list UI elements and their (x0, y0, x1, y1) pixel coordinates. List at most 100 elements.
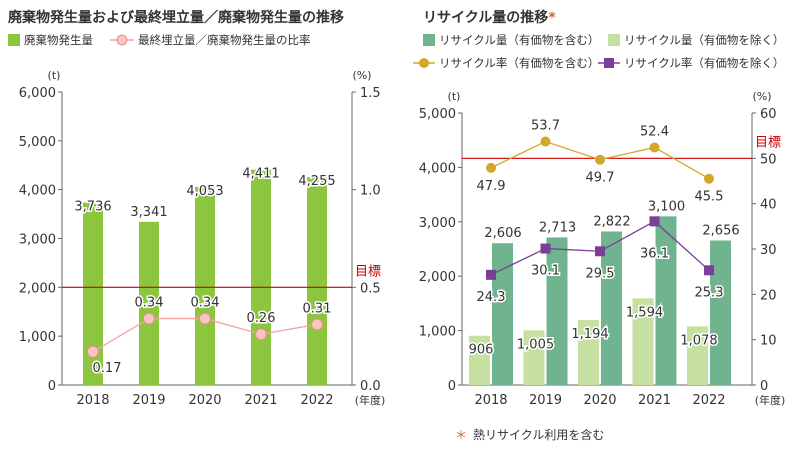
right-y-tick-label: 0 (448, 379, 456, 394)
right-chart-title-text: リサイクル量の推移 (423, 10, 549, 26)
right-bar (546, 237, 568, 385)
right-legend-rate-excl: リサイクル率（有価物を除く） (598, 55, 784, 71)
legend-label-incl: リサイクル量（有価物を含む） (439, 33, 600, 47)
left-y2-tick-label: 1.5 (360, 86, 381, 101)
right-legend-excl: リサイクル量（有価物を除く） (608, 32, 784, 48)
left-bar (251, 169, 271, 385)
left-line-point (311, 318, 323, 331)
right-bar (523, 330, 545, 385)
right-y2-tick-label: 60 (760, 107, 777, 122)
left-line-point (199, 312, 211, 325)
left-x-tick-label: 2019 (132, 393, 165, 408)
right-x-tick-label: 2021 (638, 393, 671, 408)
left-bar (139, 221, 159, 385)
right-x-tick-label: 2018 (474, 393, 507, 408)
right-y2-unit: (%) (752, 90, 771, 103)
left-bar (195, 187, 215, 385)
right-y2-tick-label: 20 (760, 288, 777, 303)
right-y2-tick-label: 50 (760, 152, 777, 167)
legend-label-waste: 廃棄物発生量 (24, 33, 93, 47)
left-y-tick-label: 6,000 (19, 86, 56, 101)
left-chart-title: 廃棄物発生量および最終埋立量／廃棄物発生量の推移 (8, 10, 344, 26)
left-y2-tick-label: 0.0 (360, 379, 381, 394)
right-bar (632, 298, 654, 385)
left-target-label: 目標 (355, 264, 381, 279)
right-y-tick-label: 4,000 (419, 161, 456, 176)
right-bar-excl-label: 1,005 (517, 337, 554, 352)
left-bar-label: 4,411 (242, 167, 279, 182)
left-line-point (255, 328, 267, 341)
footnote: ＊ 熱リサイクル利用を含む (455, 426, 604, 443)
right-bar (492, 243, 513, 385)
right-bar-incl-label: 2,822 (593, 214, 630, 229)
legend-swatch-rate-excl (598, 58, 620, 68)
left-legend-bar: 廃棄物発生量 (8, 32, 93, 48)
right-line-point (540, 243, 551, 254)
left-y2-tick-label: 0.5 (360, 281, 381, 296)
right-x-tick-label: 2020 (583, 393, 616, 408)
right-bar-incl-label: 2,713 (539, 220, 576, 235)
left-y-tick-label: 0 (48, 379, 56, 394)
right-rate-incl-label: 45.5 (695, 190, 724, 205)
right-bar (687, 326, 708, 385)
right-y2-tick-label: 40 (760, 198, 777, 213)
right-y2-tick-label: 10 (760, 334, 777, 349)
legend-label-ratio: 最終埋立量／廃棄物発生量の比率 (138, 33, 311, 47)
right-x-unit: (年度) (755, 393, 786, 407)
right-line-point (486, 269, 496, 280)
right-rate-excl-label: 24.3 (477, 290, 506, 305)
right-line-point (540, 136, 551, 147)
right-bar-incl-label: 2,606 (484, 226, 521, 241)
left-ratio-label: 0.26 (247, 311, 276, 326)
legend-label-excl: リサイクル量（有価物を除く） (624, 33, 785, 47)
left-bar-label: 4,053 (186, 184, 223, 199)
right-line-point (486, 162, 496, 173)
right-rate-excl-label: 30.1 (531, 264, 560, 279)
right-y-unit: (t) (448, 90, 461, 103)
right-y2-tick-label: 30 (760, 243, 777, 258)
right-rate-incl-label: 53.7 (531, 119, 560, 134)
left-bar-label: 3,341 (130, 205, 167, 220)
legend-swatch-waste (8, 34, 20, 46)
right-rate-incl-label: 49.7 (586, 171, 615, 186)
legend-swatch-incl (423, 34, 435, 46)
right-line-point (595, 154, 605, 165)
left-x-tick-label: 2021 (244, 393, 277, 408)
right-line-point (649, 142, 660, 153)
right-legend-incl: リサイクル量（有価物を含む） (423, 32, 599, 48)
left-bar (307, 177, 327, 385)
left-x-tick-label: 2018 (76, 393, 109, 408)
left-bar-label: 4,255 (298, 174, 335, 189)
left-y-tick-label: 4,000 (19, 184, 56, 199)
right-bar-incl-label: 2,656 (702, 224, 739, 239)
left-x-tick-label: 2020 (188, 393, 221, 408)
right-bar (469, 335, 490, 385)
right-line-point (704, 173, 714, 184)
legend-swatch-ratio (110, 34, 134, 46)
left-x-unit: (年度) (355, 393, 386, 407)
left-line-point (87, 345, 99, 358)
left-y2-unit: (%) (352, 69, 371, 82)
legend-label-rate-excl: リサイクル率（有価物を除く） (624, 56, 785, 70)
left-ratio-label: 0.34 (191, 296, 220, 311)
right-bar-incl-label: 3,100 (648, 199, 685, 214)
right-bar (710, 240, 731, 385)
left-y2-tick-label: 1.0 (360, 184, 381, 199)
right-rate-excl-label: 36.1 (640, 246, 669, 261)
right-rate-incl-label: 52.4 (640, 124, 669, 139)
right-bar-excl-label: 906 (469, 343, 494, 358)
right-y-tick-label: 5,000 (419, 107, 456, 122)
left-legend-ratio: 最終埋立量／廃棄物発生量の比率 (110, 32, 311, 48)
right-bar (601, 231, 622, 385)
right-line-point (595, 246, 605, 257)
legend-swatch-rate-incl (413, 58, 435, 68)
left-ratio-label: 0.31 (303, 301, 332, 316)
left-y-tick-label: 5,000 (19, 135, 56, 150)
right-bar-excl-label: 1,194 (571, 327, 608, 342)
right-x-tick-label: 2019 (529, 393, 562, 408)
footnote-mark: ＊ (455, 428, 468, 442)
right-x-tick-label: 2022 (692, 393, 725, 408)
right-bar (655, 216, 677, 385)
left-x-tick-label: 2022 (300, 393, 333, 408)
